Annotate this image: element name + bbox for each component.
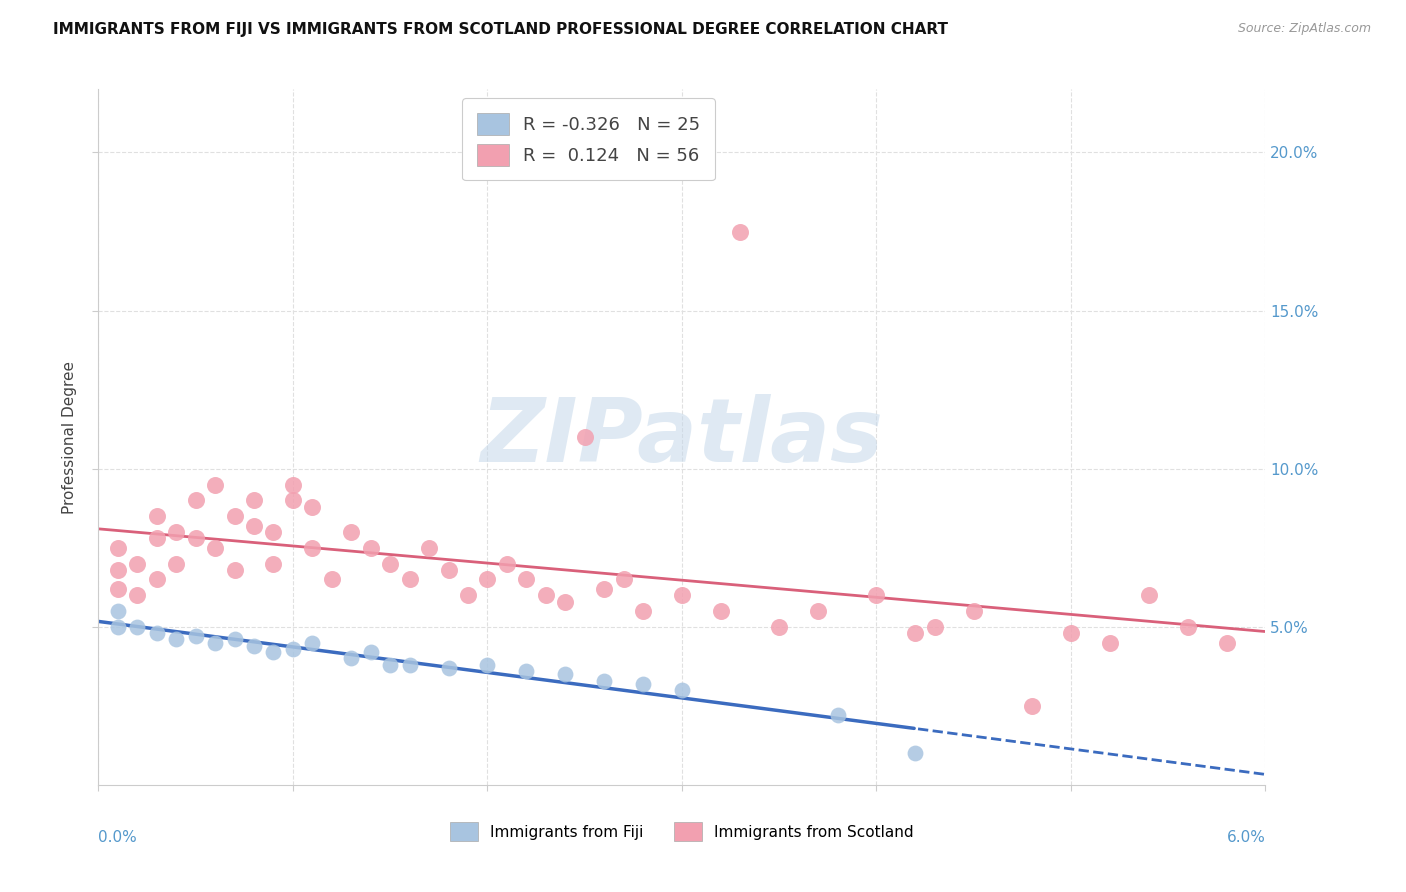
Point (107, 563, 129, 577)
Point (730, 225, 752, 239)
Point (515, 573, 537, 587)
Point (710, 604, 733, 618)
Point (398, 657, 420, 672)
Point (1177, 620, 1199, 634)
Point (204, 635, 226, 649)
Point (671, 683, 693, 698)
Point (281, 642, 304, 657)
Point (380, 557, 402, 571)
Text: 6.0%: 6.0% (1226, 830, 1265, 846)
Point (340, 524, 363, 539)
Point (437, 563, 460, 577)
Point (1098, 635, 1121, 649)
Point (243, 518, 266, 533)
Point (301, 541, 323, 555)
Point (107, 582, 129, 596)
Point (827, 708, 849, 723)
Text: IMMIGRANTS FROM FIJI VS IMMIGRANTS FROM SCOTLAND PROFESSIONAL DEGREE CORRELATION: IMMIGRANTS FROM FIJI VS IMMIGRANTS FROM … (53, 22, 949, 37)
Point (107, 620, 129, 634)
Point (671, 588, 693, 602)
Point (380, 657, 402, 672)
Point (127, 588, 149, 602)
Point (165, 524, 187, 539)
Point (962, 604, 984, 618)
Point (496, 557, 519, 571)
Point (515, 664, 537, 678)
Point (204, 477, 226, 491)
Point (165, 557, 187, 571)
Point (477, 573, 499, 587)
Point (904, 626, 927, 640)
Point (477, 657, 499, 672)
Point (301, 635, 323, 649)
Point (146, 509, 169, 524)
Point (107, 604, 129, 618)
Point (243, 493, 266, 508)
Point (243, 639, 266, 653)
Point (204, 541, 226, 555)
Point (146, 531, 169, 545)
Point (865, 588, 887, 602)
Point (184, 629, 207, 643)
Point (631, 604, 654, 618)
Point (360, 645, 382, 659)
Point (1215, 635, 1237, 649)
Text: Source: ZipAtlas.com: Source: ZipAtlas.com (1237, 22, 1371, 36)
Text: 0.0%: 0.0% (98, 830, 138, 846)
Point (146, 573, 169, 587)
Point (262, 645, 284, 659)
Point (457, 588, 479, 602)
Point (360, 541, 382, 555)
Point (554, 594, 576, 608)
Point (340, 651, 363, 665)
Point (924, 620, 946, 634)
Point (224, 509, 246, 524)
Point (1021, 698, 1043, 713)
Point (165, 632, 187, 647)
Point (224, 563, 246, 577)
Point (554, 667, 576, 681)
Point (281, 493, 304, 508)
Point (574, 430, 596, 444)
Point (768, 620, 790, 634)
Point (1060, 626, 1083, 640)
Point (321, 573, 343, 587)
Point (613, 573, 636, 587)
Point (107, 541, 129, 555)
Point (127, 620, 149, 634)
Legend: Immigrants from Fiji, Immigrants from Scotland: Immigrants from Fiji, Immigrants from Sc… (444, 816, 920, 847)
Point (262, 524, 284, 539)
Y-axis label: Professional Degree: Professional Degree (62, 360, 77, 514)
Point (127, 557, 149, 571)
Point (146, 626, 169, 640)
Point (262, 557, 284, 571)
Point (904, 747, 927, 761)
Point (224, 632, 246, 647)
Point (184, 531, 207, 545)
Point (418, 541, 440, 555)
Point (631, 677, 654, 691)
Point (534, 588, 557, 602)
Point (593, 582, 616, 596)
Point (593, 673, 616, 688)
Point (398, 573, 420, 587)
Point (807, 604, 830, 618)
Point (281, 477, 304, 491)
Point (184, 493, 207, 508)
Text: ZIPatlas: ZIPatlas (481, 393, 883, 481)
Point (1137, 588, 1160, 602)
Point (437, 661, 460, 675)
Point (301, 500, 323, 514)
